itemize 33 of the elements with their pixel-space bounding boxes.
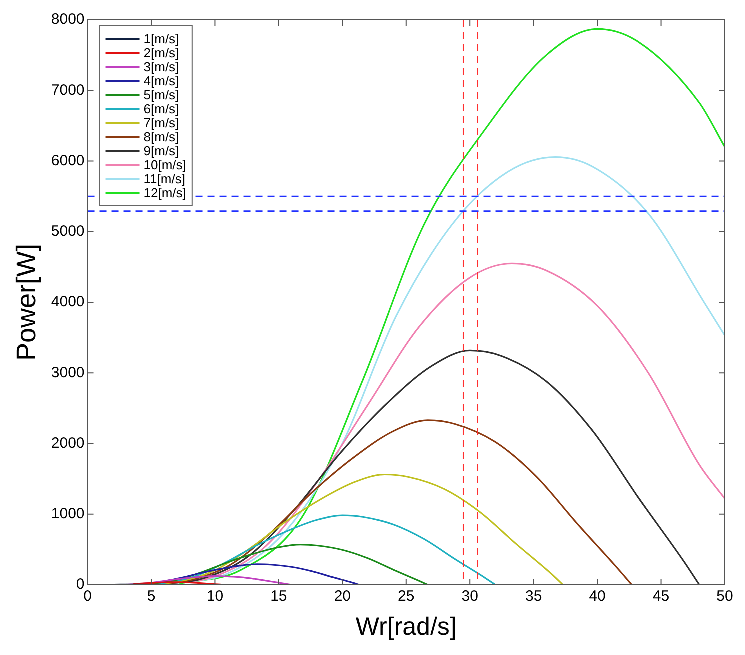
y-tick-label: 1000: [51, 506, 85, 523]
legend-label: 10[m/s]: [144, 158, 186, 173]
legend-label: 4[m/s]: [144, 74, 180, 89]
x-tick-label: 50: [716, 588, 734, 606]
y-tick-label: 4000: [51, 294, 85, 311]
y-tick-label: 8000: [51, 11, 85, 28]
x-tick-label: 25: [398, 588, 415, 606]
x-tick-label: 5: [147, 588, 156, 606]
legend-label: 5[m/s]: [144, 88, 180, 103]
y-axis-title: Power[W]: [12, 244, 42, 362]
y-tick-label: 2000: [51, 434, 85, 452]
x-tick-label: 20: [334, 588, 352, 606]
legend-label: 7[m/s]: [144, 116, 180, 131]
y-tick-label: 5000: [51, 223, 85, 240]
legend-label: 9[m/s]: [144, 144, 180, 159]
legend-label: 3[m/s]: [144, 60, 180, 75]
x-tick-label: 35: [525, 588, 542, 606]
x-tick-label: 30: [462, 588, 478, 606]
y-tick-label: 3000: [51, 364, 85, 382]
x-tick-label: 45: [652, 588, 670, 606]
legend-label: 8[m/s]: [144, 130, 180, 145]
x-axis-title: Wr[rad/s]: [356, 612, 457, 641]
legend-label: 6[m/s]: [144, 102, 180, 117]
legend-label: 2[m/s]: [144, 46, 180, 61]
x-tick-label: 40: [589, 588, 606, 606]
x-tick-label: 15: [270, 588, 288, 606]
y-tick-label: 7000: [51, 82, 85, 99]
legend-label: 12[m/s]: [144, 186, 186, 201]
y-tick-label: 6000: [51, 152, 85, 170]
y-tick-label: 0: [76, 576, 85, 594]
x-tick-label: 10: [206, 588, 224, 606]
legend-label: 1[m/s]: [144, 32, 180, 47]
legend-label: 11[m/s]: [144, 172, 186, 187]
